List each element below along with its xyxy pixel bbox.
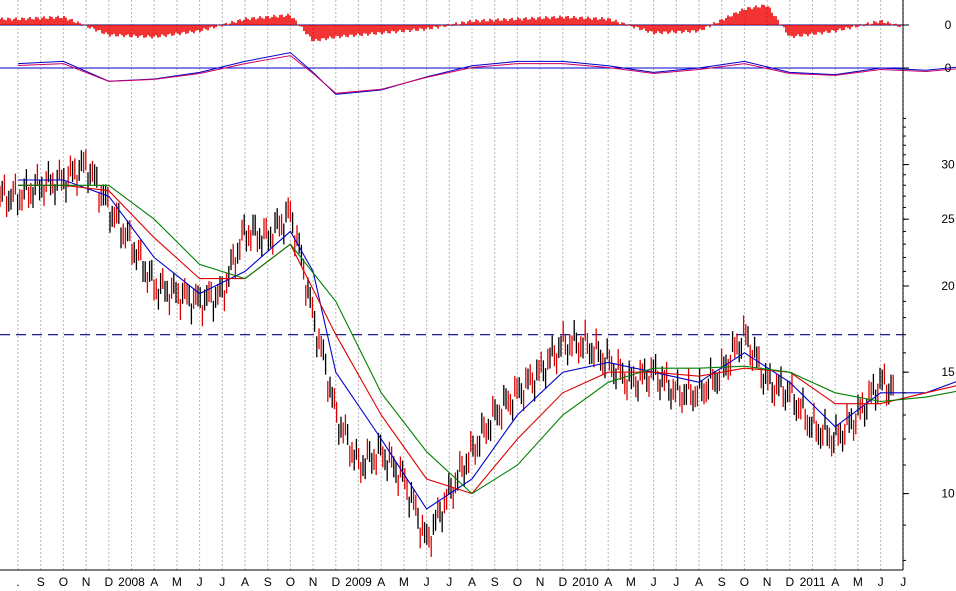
x-tick-label: A — [695, 575, 703, 589]
x-tick-label: O — [740, 575, 749, 589]
x-tick-label: D — [558, 575, 567, 589]
price-panel — [0, 149, 956, 557]
x-tick-label: M — [399, 575, 409, 589]
x-tick-label: A — [831, 575, 839, 589]
x-tick-label: D — [331, 575, 340, 589]
x-tick-label: J — [878, 575, 884, 589]
moving-average-line — [18, 184, 956, 495]
oscillator-indicator-panel — [0, 52, 956, 95]
indicator-zero-label: 0 — [945, 61, 952, 75]
histogram-indicator-panel — [0, 4, 903, 42]
y-tick-label: 30 — [941, 158, 955, 172]
x-tick-label: N — [763, 575, 772, 589]
x-tick-label: S — [37, 575, 45, 589]
x-tick-label: J — [900, 575, 906, 589]
price-axis: 0 0 10 15 20 25 30 — [0, 0, 955, 571]
x-tick-label: N — [536, 575, 545, 589]
oscillator-line — [17, 52, 956, 95]
x-tick-label: J — [673, 575, 679, 589]
x-tick-label: N — [309, 575, 318, 589]
y-tick-label: 15 — [941, 365, 955, 379]
x-tick-label: S — [718, 575, 726, 589]
x-tick-label: D — [104, 575, 113, 589]
x-tick-label: A — [468, 575, 476, 589]
x-tick-label: O — [286, 575, 295, 589]
x-tick-label: 2010 — [572, 575, 599, 589]
x-tick-label: J — [197, 575, 203, 589]
x-tick-label: O — [59, 575, 68, 589]
y-tick-label: 10 — [941, 487, 955, 501]
x-tick-label: A — [150, 575, 158, 589]
x-tick-label: J — [446, 575, 452, 589]
oscillator-line — [17, 55, 956, 94]
x-tick-label: J — [651, 575, 657, 589]
x-tick-label: J — [219, 575, 225, 589]
vertical-gridlines — [17, 0, 904, 570]
moving-average-line — [18, 184, 956, 495]
x-tick-label: . — [16, 575, 19, 589]
indicator-zero-label: 0 — [945, 18, 952, 32]
x-tick-label: N — [82, 575, 91, 589]
x-tick-label: J — [424, 575, 430, 589]
x-tick-label: D — [785, 575, 794, 589]
x-tick-label: 2011 — [800, 575, 826, 589]
x-tick-label: A — [241, 575, 249, 589]
y-tick-label: 20 — [941, 279, 955, 293]
x-tick-label: O — [513, 575, 522, 589]
y-tick-label: 25 — [941, 212, 955, 226]
x-tick-label: S — [264, 575, 272, 589]
x-tick-label: M — [853, 575, 863, 589]
x-tick-label: 2008 — [118, 575, 145, 589]
x-tick-label: M — [626, 575, 636, 589]
x-tick-label: S — [491, 575, 499, 589]
x-tick-label: 2009 — [345, 575, 372, 589]
x-tick-label: M — [172, 575, 182, 589]
time-axis: . S O N D 2008 A M J J A S O N D 2009 A M J J A S O N D 2010 A M J J A… — [16, 575, 906, 589]
moving-average-line — [18, 179, 956, 510]
x-tick-label: A — [377, 575, 385, 589]
x-tick-label: A — [604, 575, 612, 589]
